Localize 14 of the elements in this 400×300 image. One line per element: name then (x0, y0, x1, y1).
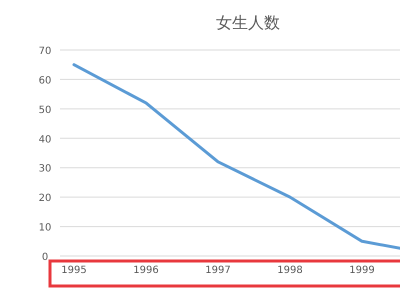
y-tick-label: 0 (42, 252, 48, 263)
x-tick-label: 1999 (349, 265, 375, 276)
x-tick-label: 1995 (61, 265, 87, 276)
y-tick-label: 10 (38, 222, 52, 234)
chart-title: 女生人数 (216, 13, 280, 32)
y-tick-label: 20 (38, 193, 52, 204)
y-tick-label: 50 (38, 104, 52, 116)
y-tick-label: 30 (38, 164, 52, 175)
x-tick-label: 1996 (133, 265, 159, 276)
x-tick-label: 1997 (205, 265, 231, 276)
y-tick-label: 60 (38, 75, 52, 86)
y-tick-label: 70 (38, 46, 52, 57)
x-tick-label: 1998 (277, 265, 303, 276)
y-tick-label: 40 (38, 134, 52, 146)
